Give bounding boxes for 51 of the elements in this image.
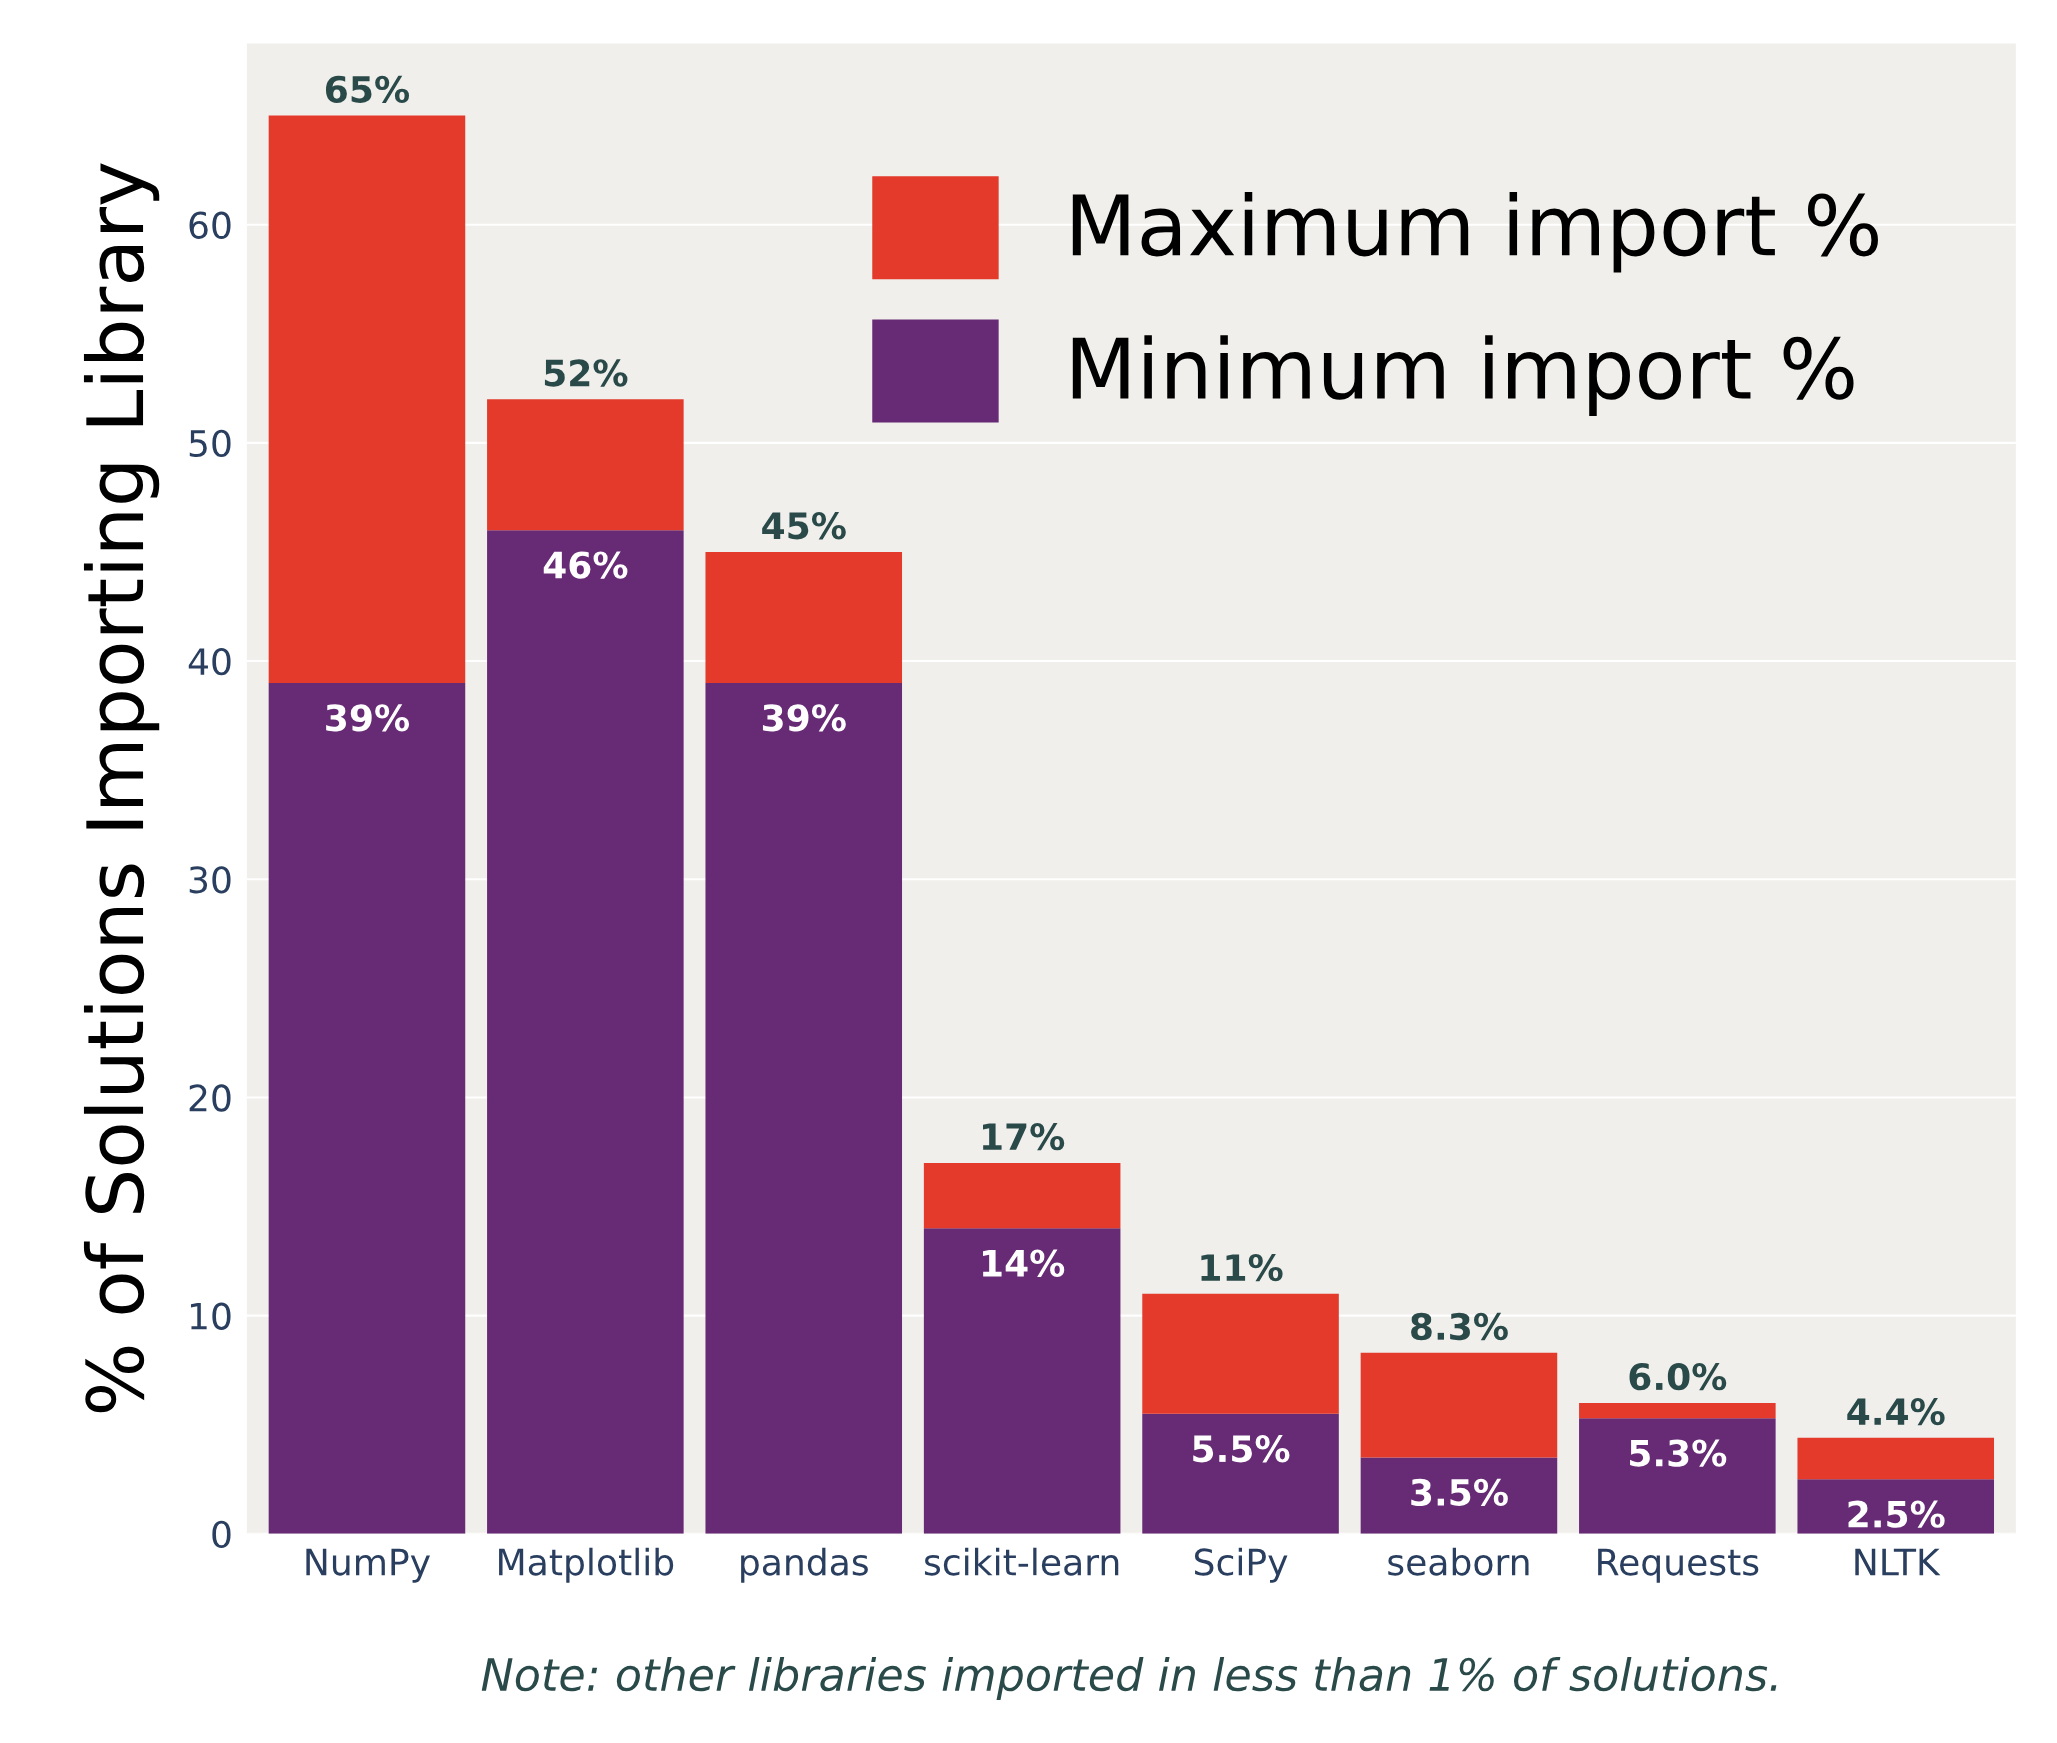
bar — [1360, 1352, 1558, 1458]
bar — [1142, 1413, 1339, 1534]
y-tick-label: 30 — [189, 866, 231, 894]
x-tick-label: NumPy — [306, 1548, 430, 1583]
y-tick-label: 0 — [212, 1520, 231, 1549]
total-label: 65% — [325, 75, 410, 104]
text: Note: other libraries imported in less than 1% of solutions. — [481, 1656, 1777, 1700]
bar — [1797, 1479, 1995, 1534]
data-label: 5.5% — [1193, 1435, 1290, 1463]
data-label: 39% — [326, 704, 410, 732]
data-label: 14% — [983, 1249, 1065, 1277]
x-tick-label: scikit-learn — [924, 1547, 1119, 1576]
total-label: 6.0% — [1629, 1363, 1727, 1391]
y-tick-label: 50 — [189, 429, 231, 458]
x-tick-label: NLTK — [1855, 1548, 1941, 1576]
bar — [705, 682, 903, 1534]
bar — [1579, 1418, 1776, 1534]
data-label: 5.3% — [1630, 1439, 1727, 1467]
bar — [1579, 1402, 1776, 1419]
x-tick-label: seaborn — [1388, 1547, 1529, 1576]
bar — [268, 682, 466, 1534]
x-tick-label: SciPy — [1194, 1547, 1288, 1583]
total-label: 17% — [983, 1123, 1065, 1151]
bar — [1142, 1293, 1339, 1414]
bar — [1360, 1457, 1558, 1534]
data-label: 39% — [762, 704, 846, 732]
bar — [923, 1162, 1121, 1229]
bar — [923, 1228, 1121, 1534]
y-tick-label: 20 — [189, 1084, 231, 1112]
legend-label: Minimum import % — [1072, 335, 1854, 416]
bar — [705, 551, 903, 683]
bar — [268, 115, 466, 683]
total-label: 4.4% — [1847, 1397, 1945, 1426]
total-label: 8.3% — [1411, 1312, 1508, 1341]
y-axis-title: % of Solutions Importing Library — [83, 163, 160, 1413]
total-label: 45% — [762, 512, 846, 540]
total-label: 52% — [544, 359, 628, 387]
x-tick-label: pandas — [741, 1547, 868, 1583]
legend-label: Maximum import % — [1072, 191, 1878, 273]
y-tick-label: 60 — [189, 211, 231, 239]
bar — [1797, 1437, 1995, 1480]
x-tick-label: Requests — [1598, 1548, 1759, 1583]
data-label: 46% — [543, 551, 628, 579]
x-tick-label: Matplotlib — [499, 1547, 674, 1583]
data-label: 3.5% — [1411, 1478, 1508, 1507]
y-tick-label: 40 — [188, 647, 231, 676]
y-tick-label: 10 — [190, 1302, 231, 1330]
bar — [487, 399, 684, 531]
data-label: 2.5% — [1848, 1500, 1945, 1528]
bar — [487, 530, 684, 1534]
total-label: 11% — [1201, 1253, 1283, 1282]
